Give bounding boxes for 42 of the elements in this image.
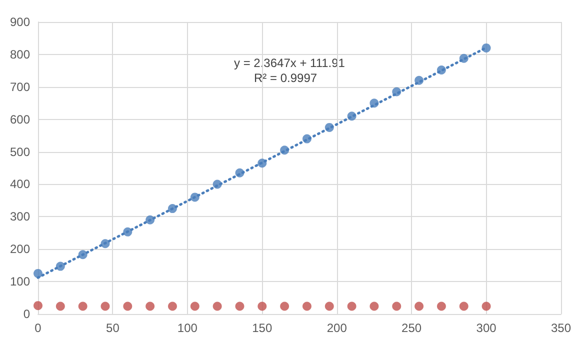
y-tick-label: 400 <box>10 177 30 192</box>
point <box>100 302 110 311</box>
y-tick-label: 500 <box>10 144 30 159</box>
x-tick-label: 350 <box>550 321 572 335</box>
point <box>168 302 177 311</box>
point <box>414 302 424 311</box>
x-tick-label: 200 <box>326 321 348 335</box>
point <box>280 302 290 311</box>
point <box>258 302 267 311</box>
point <box>56 302 65 311</box>
point <box>146 302 155 311</box>
point <box>190 302 200 311</box>
point <box>123 302 132 311</box>
point <box>482 302 491 311</box>
point <box>370 302 379 311</box>
y-tick-label: 900 <box>10 15 30 29</box>
point <box>235 302 244 311</box>
point <box>34 268 42 278</box>
point <box>459 302 468 311</box>
annotation: R² = 0.9997 <box>254 71 318 85</box>
x-tick-label: 150 <box>252 321 272 335</box>
point <box>392 302 402 311</box>
y-tick-label: 600 <box>10 112 30 126</box>
annotation: y = 2.3647x + 111.91 <box>234 56 346 70</box>
y-tick-label: 0 <box>23 307 30 321</box>
x-tick-label: 0 <box>34 321 42 335</box>
x-tick-label: 250 <box>402 321 422 335</box>
y-tick-label: 300 <box>10 210 30 224</box>
x-tick-label: 50 <box>106 321 120 335</box>
point <box>78 302 88 311</box>
point <box>302 302 312 311</box>
y-tick-label: 700 <box>10 80 30 94</box>
point <box>436 302 446 311</box>
point <box>324 302 334 311</box>
point <box>347 302 356 311</box>
point <box>212 302 222 311</box>
point <box>34 301 42 310</box>
x-tick-label: 300 <box>476 321 497 335</box>
y-tick-label: 100 <box>10 274 30 289</box>
y-tick-label: 200 <box>10 242 30 256</box>
y-tick-label: 800 <box>10 47 30 62</box>
x-tick-label: 100 <box>177 321 198 335</box>
